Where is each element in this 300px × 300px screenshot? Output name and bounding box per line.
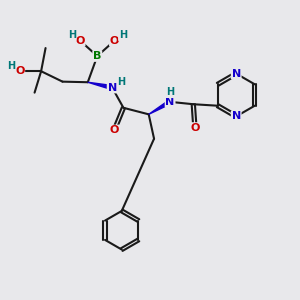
Text: H: H xyxy=(119,30,127,40)
Text: H: H xyxy=(166,87,174,97)
Text: N: N xyxy=(232,69,241,79)
Text: H: H xyxy=(118,77,126,87)
Text: O: O xyxy=(110,36,119,46)
Text: O: O xyxy=(75,36,85,46)
Text: H: H xyxy=(68,30,76,40)
Text: N: N xyxy=(166,97,175,107)
Polygon shape xyxy=(149,100,171,114)
Text: O: O xyxy=(110,125,119,135)
Polygon shape xyxy=(88,82,112,90)
Text: N: N xyxy=(232,111,241,122)
Text: O: O xyxy=(15,66,24,76)
Text: O: O xyxy=(190,123,200,133)
Text: B: B xyxy=(93,51,101,61)
Text: H: H xyxy=(7,61,16,71)
Text: N: N xyxy=(107,82,117,93)
